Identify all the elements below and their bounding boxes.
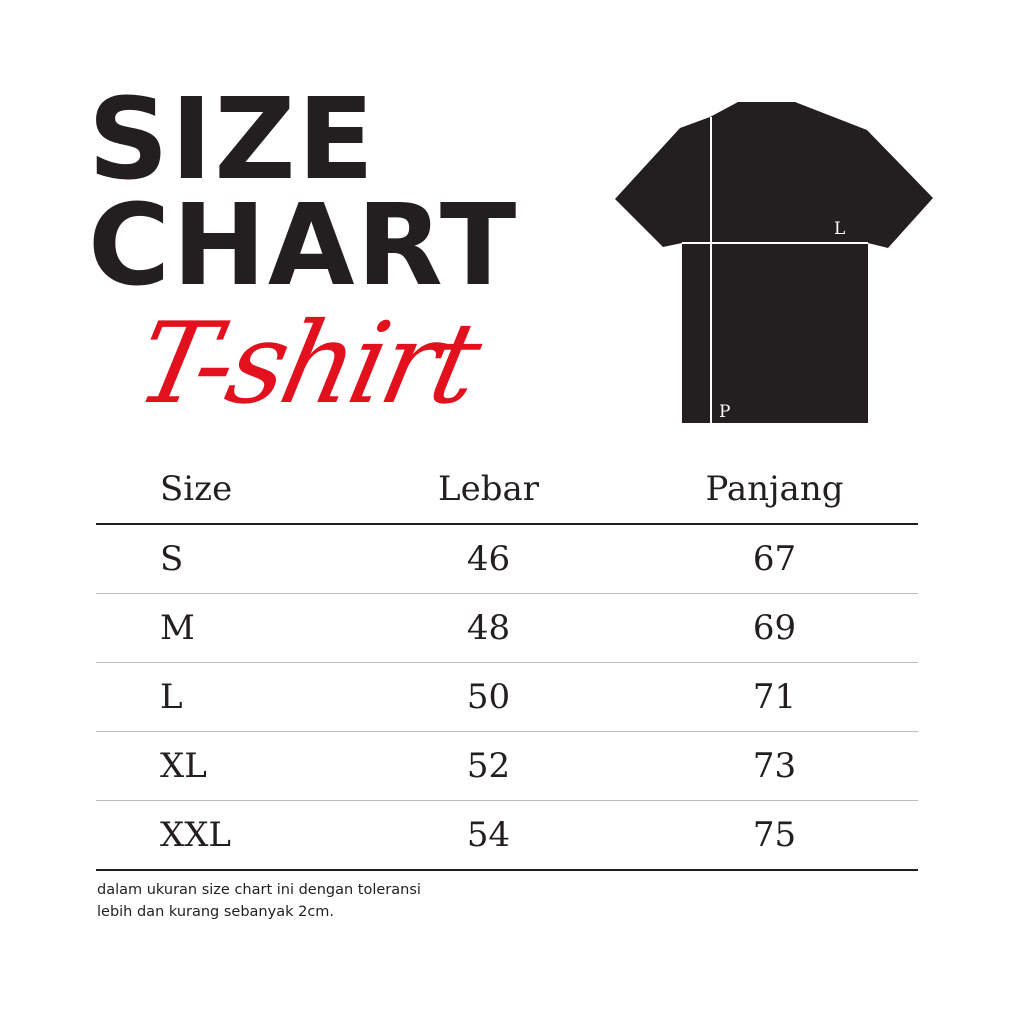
cell-lebar: 54: [466, 815, 511, 855]
cell-panjang: 69: [752, 608, 797, 648]
tshirt-silhouette: [615, 102, 933, 423]
size-table: Size Lebar Panjang S 46 67 M 48 69 L 50 …: [96, 455, 918, 871]
cell-size: L: [160, 677, 183, 717]
cell-panjang: 73: [752, 746, 797, 786]
table-row: XXL 54 75: [96, 801, 918, 871]
cell-lebar: 50: [466, 677, 511, 717]
table-header: Size Lebar Panjang: [96, 455, 918, 525]
cell-lebar: 48: [466, 608, 511, 648]
cell-panjang: 67: [752, 539, 797, 579]
header-panjang: Panjang: [705, 469, 844, 509]
table-row: M 48 69: [96, 594, 918, 663]
table-row: XL 52 73: [96, 732, 918, 801]
width-label: L: [834, 219, 845, 239]
cell-panjang: 75: [752, 815, 797, 855]
cell-size: XL: [160, 746, 207, 786]
cell-lebar: 46: [466, 539, 511, 579]
footnote-line: lebih dan kurang sebanyak 2cm.: [97, 904, 335, 920]
table-row: S 46 67: [96, 525, 918, 594]
cell-size: M: [160, 608, 195, 648]
title-size: SIZE: [88, 75, 377, 205]
cell-size: XXL: [160, 815, 231, 855]
table-row: L 50 71: [96, 663, 918, 732]
cell-lebar: 52: [466, 746, 511, 786]
footnote-line: dalam ukuran size chart ini dengan toler…: [97, 882, 421, 898]
cell-size: S: [160, 539, 184, 579]
header-lebar: Lebar: [438, 469, 539, 509]
tolerance-footnote: dalam ukuran size chart ini dengan toler…: [97, 879, 421, 923]
cell-panjang: 71: [752, 677, 797, 717]
length-label: P: [719, 402, 730, 422]
title-chart: CHART: [88, 181, 519, 311]
header-size: Size: [160, 469, 233, 509]
